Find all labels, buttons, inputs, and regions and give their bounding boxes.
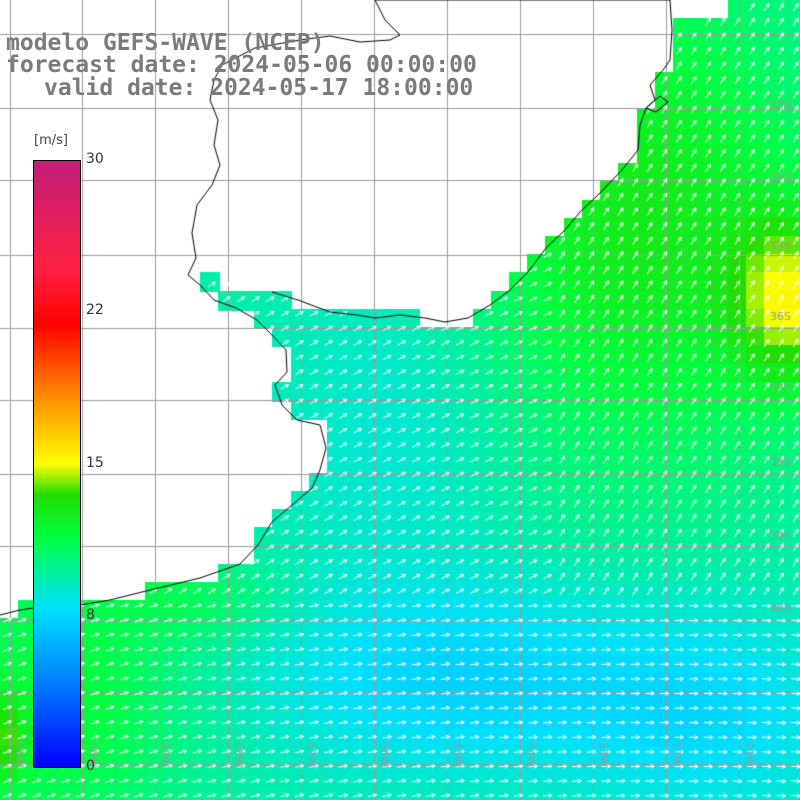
valid-date: valid date: 2024-05-17 18:00:00 [44,75,474,101]
model-title: modelo GEFS-WAVE (NCEP) [6,30,325,56]
forecast-date: forecast date: 2024-05-06 00:00:00 [6,52,477,78]
colorbar [33,160,81,768]
colorbar-tick-22: 22 [86,302,104,318]
colorbar-tick-30: 30 [86,151,104,167]
colorbar-tick-15: 15 [86,455,104,471]
colorbar-tick-0: 0 [86,758,95,774]
colorbar-unit: [m/s] [34,133,68,148]
colorbar-tick-8: 8 [86,607,95,623]
